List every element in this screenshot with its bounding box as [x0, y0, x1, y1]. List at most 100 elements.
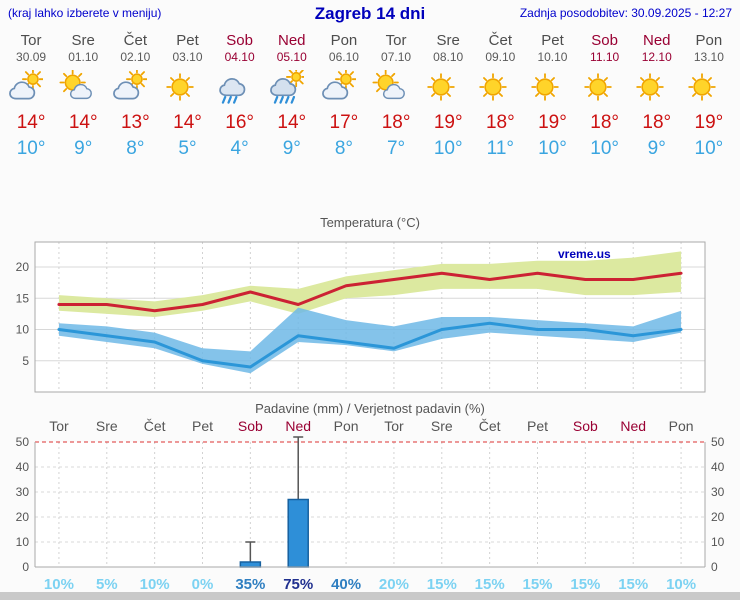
day-column[interactable]: Sre 01.10 14° 9° — [57, 30, 109, 172]
day-name: Pon — [695, 32, 723, 49]
low-temp: 10° — [538, 138, 567, 159]
day-date: 12.10 — [641, 50, 672, 64]
day-date: 07.10 — [381, 50, 412, 64]
high-temp: 16° — [225, 112, 254, 133]
forecast-strip: Tor 30.09 14° 10° Sre 01.10 14° 9° Čet 02.10 13° 8°… — [5, 30, 735, 172]
day-column[interactable]: Ned 05.10 14° 9° — [266, 30, 318, 172]
day-column[interactable]: Pet 03.10 14° 5° — [161, 30, 213, 172]
day-column[interactable]: Pon 06.10 17° 8° — [318, 30, 370, 172]
day-column[interactable]: Tor 30.09 14° 10° — [5, 30, 57, 172]
day-date: 05.10 — [276, 50, 307, 64]
high-temp: 13° — [120, 112, 150, 133]
precip-probability: 15% — [618, 576, 649, 593]
day-name: Tor — [20, 32, 42, 49]
precip-probability: 5% — [95, 576, 118, 593]
precipitation-chart-section: Padavine (mm) / Verjetnost padavin (%) T… — [0, 400, 740, 594]
day-column[interactable]: Sob 04.10 16° 4° — [214, 30, 266, 172]
day-name: Sre — [436, 32, 460, 49]
footer-bar — [0, 592, 740, 600]
sun-cloud-icon — [57, 70, 109, 110]
watermark: vreme.us — [558, 247, 611, 261]
day-column[interactable]: Čet 02.10 13° 8° — [109, 30, 161, 172]
day-date: 02.10 — [120, 50, 151, 64]
svg-text:15: 15 — [16, 291, 30, 305]
svg-text:20: 20 — [711, 510, 725, 524]
sunny-icon — [579, 70, 631, 110]
day-date: 11.10 — [590, 50, 620, 64]
day-date: 09.10 — [485, 50, 516, 64]
svg-text:10: 10 — [16, 323, 30, 337]
low-temp: 8° — [334, 138, 353, 159]
day-name: Ned — [642, 32, 671, 49]
day-column[interactable]: Pet 10.10 19° 10° — [526, 30, 578, 172]
high-temp: 18° — [381, 112, 411, 133]
precip-day-label: Ned — [285, 418, 312, 434]
sunny-icon — [422, 70, 474, 110]
low-temp: 9° — [282, 138, 301, 159]
precip-day-label: Pon — [668, 418, 694, 434]
precip-day-label: Sob — [237, 418, 263, 434]
precipitation-chart: 0 0 10 10 20 20 30 30 40 40 50 50 — [16, 436, 725, 574]
day-date: 06.10 — [328, 50, 359, 64]
day-name: Pet — [176, 32, 199, 49]
precip-day-label: Pon — [333, 418, 359, 434]
day-date: 04.10 — [224, 50, 255, 64]
precip-probability: 35% — [235, 576, 266, 593]
precip-probability: 10% — [43, 576, 74, 593]
sunny-icon — [161, 70, 213, 110]
temperature-chart-section: Temperatura (°C) 5 10 15 20 vreme.us — [0, 214, 740, 400]
precip-probability: 15% — [426, 576, 457, 593]
low-temp: 9° — [647, 138, 666, 159]
high-temp: 14° — [173, 112, 202, 133]
svg-text:10: 10 — [16, 535, 30, 549]
low-temp: 10° — [433, 138, 463, 159]
day-column[interactable]: Pon 13.10 19° 10° — [683, 30, 735, 172]
sunny-icon — [474, 70, 526, 110]
svg-text:30: 30 — [16, 485, 30, 499]
day-column[interactable]: Čet 09.10 18° 11° — [474, 30, 526, 172]
svg-text:10: 10 — [711, 535, 725, 549]
day-column[interactable]: Sre 08.10 19° 10° — [422, 30, 474, 172]
precip-day-label: Sob — [572, 418, 598, 434]
high-temp: 18° — [590, 112, 619, 133]
svg-text:40: 40 — [16, 460, 30, 474]
svg-text:30: 30 — [711, 485, 725, 499]
precip-day-label: Tor — [49, 418, 69, 434]
high-temp: 18° — [485, 112, 515, 133]
high-temp: 19° — [433, 112, 463, 133]
sunny-icon — [631, 70, 683, 110]
last-update-timestamp: Zadnja posodobitev: 30.09.2025 - 12:27 — [519, 6, 732, 20]
precip-probability: 10% — [139, 576, 170, 593]
low-temp: 11° — [486, 138, 514, 159]
svg-text:0: 0 — [711, 560, 718, 574]
precip-probability: 15% — [570, 576, 601, 593]
day-date: 13.10 — [693, 50, 724, 64]
high-temp: 14° — [68, 112, 98, 133]
day-column[interactable]: Ned 12.10 18° 9° — [631, 30, 683, 172]
precip-probability: 40% — [331, 576, 362, 593]
svg-text:5: 5 — [22, 354, 29, 368]
high-temp: 19° — [538, 112, 567, 133]
page-title: Zagreb 14 dni — [314, 4, 426, 23]
precip-day-label: Pet — [527, 418, 549, 434]
precip-probability: 0% — [191, 576, 214, 593]
cloud-sun-icon — [5, 70, 57, 110]
precip-probability: 75% — [283, 576, 314, 593]
precip-day-label: Sre — [430, 418, 453, 434]
day-name: Čet — [123, 32, 148, 49]
day-name: Sob — [591, 32, 618, 49]
precip-day-label: Sre — [95, 418, 118, 434]
day-date: 10.10 — [537, 50, 568, 64]
sunny-icon — [683, 70, 735, 110]
high-temp: 17° — [329, 112, 359, 133]
rain-sun-icon — [266, 70, 318, 110]
high-temp: 19° — [694, 112, 724, 133]
day-column[interactable]: Sob 11.10 18° 10° — [579, 30, 631, 172]
location-menu-hint: (kraj lahko izberete v meniju) — [8, 6, 162, 20]
svg-text:20: 20 — [16, 260, 30, 274]
day-date: 08.10 — [433, 50, 464, 64]
day-column[interactable]: Tor 07.10 18° 7° — [370, 30, 422, 172]
high-temp: 14° — [277, 112, 307, 133]
low-temp: 10° — [16, 138, 46, 159]
